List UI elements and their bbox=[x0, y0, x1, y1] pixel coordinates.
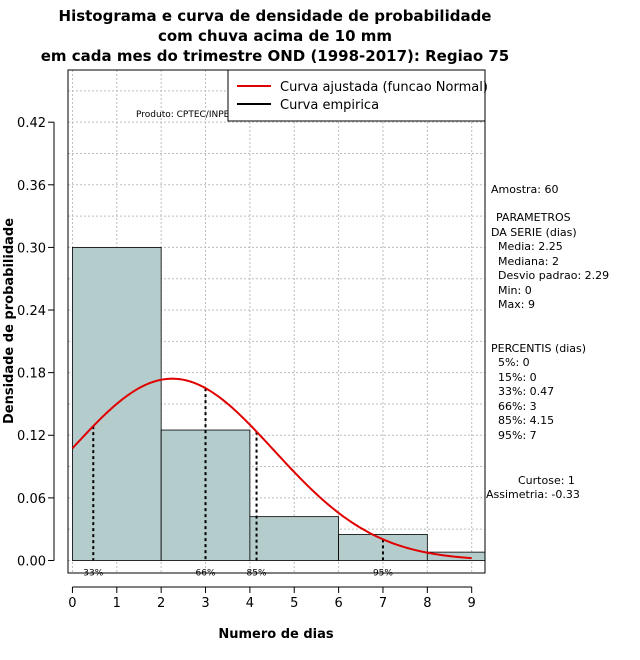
y-tick-label: 0.24 bbox=[17, 304, 46, 319]
x-tick-label: 1 bbox=[113, 596, 121, 611]
stat-curtose: Curtose: 1 bbox=[518, 474, 575, 487]
x-tick-label: 6 bbox=[334, 596, 342, 611]
stat-p66: 66%: 3 bbox=[498, 400, 537, 413]
stat-media: Media: 2.25 bbox=[498, 240, 563, 253]
y-axis-label: Densidade de probabilidade bbox=[2, 218, 17, 424]
stat-param-header-1: PARAMETROS bbox=[496, 211, 571, 224]
y-tick-label: 0.36 bbox=[17, 179, 46, 194]
stat-max: Max: 9 bbox=[498, 298, 535, 311]
stats-panel: Amostra: 60 PARAMETROS DA SERIE (dias) M… bbox=[486, 183, 609, 501]
y-tick-label: 0.06 bbox=[17, 492, 46, 507]
x-tick-label: 2 bbox=[157, 596, 165, 611]
x-tick-label: 0 bbox=[68, 596, 76, 611]
legend-box bbox=[227, 69, 486, 122]
stat-amostra: Amostra: 60 bbox=[491, 183, 558, 196]
stat-p5: 5%: 0 bbox=[498, 356, 530, 369]
stat-p33: 33%: 0.47 bbox=[498, 385, 554, 398]
y-tick-label: 0.30 bbox=[17, 241, 46, 256]
x-axis-label: Numero de dias bbox=[218, 627, 334, 642]
chart-title-line-1: Histograma e curva de densidade de proba… bbox=[59, 7, 492, 25]
stat-p15: 15%: 0 bbox=[498, 371, 537, 384]
histogram-bar bbox=[249, 516, 340, 561]
normal-curve-line bbox=[71, 377, 472, 560]
legend-empirical-label: Curva empirica bbox=[280, 98, 379, 113]
stat-min: Min: 0 bbox=[498, 284, 532, 297]
stat-p85: 85%: 4.15 bbox=[498, 414, 554, 427]
stat-p95: 95%: 7 bbox=[498, 429, 537, 442]
y-tick-label: 0.42 bbox=[17, 116, 46, 131]
produto-label: Produto: CPTEC/INPE bbox=[136, 110, 230, 120]
x-tick-label: 9 bbox=[468, 596, 476, 611]
y-tick-label: 0.00 bbox=[17, 554, 46, 569]
stat-desvio: Desvio padrao: 2.29 bbox=[498, 269, 609, 282]
stat-param-header-2: DA SERIE (dias) bbox=[491, 226, 577, 239]
x-tick-label: 8 bbox=[423, 596, 431, 611]
x-tick-label: 3 bbox=[201, 596, 209, 611]
legend-normal-label: Curva ajustada (funcao Normal) bbox=[280, 80, 488, 95]
x-tick-label: 7 bbox=[379, 596, 387, 611]
chart-title-line-2: com chuva acima de 10 mm bbox=[158, 27, 392, 45]
stat-mediana: Mediana: 2 bbox=[498, 255, 559, 268]
x-tick-label: 4 bbox=[246, 596, 254, 611]
y-tick-label: 0.12 bbox=[17, 429, 46, 444]
x-tick-label: 5 bbox=[290, 596, 298, 611]
chart-title-line-3: em cada mes do trimestre OND (1998-2017)… bbox=[41, 47, 510, 65]
y-tick-label: 0.18 bbox=[17, 367, 46, 382]
stat-percentis-header: PERCENTIS (dias) bbox=[491, 342, 586, 355]
legend: Curva ajustada (funcao Normal) Curva emp… bbox=[227, 69, 488, 122]
stat-assimetria: Assimetria: -0.33 bbox=[486, 488, 580, 501]
